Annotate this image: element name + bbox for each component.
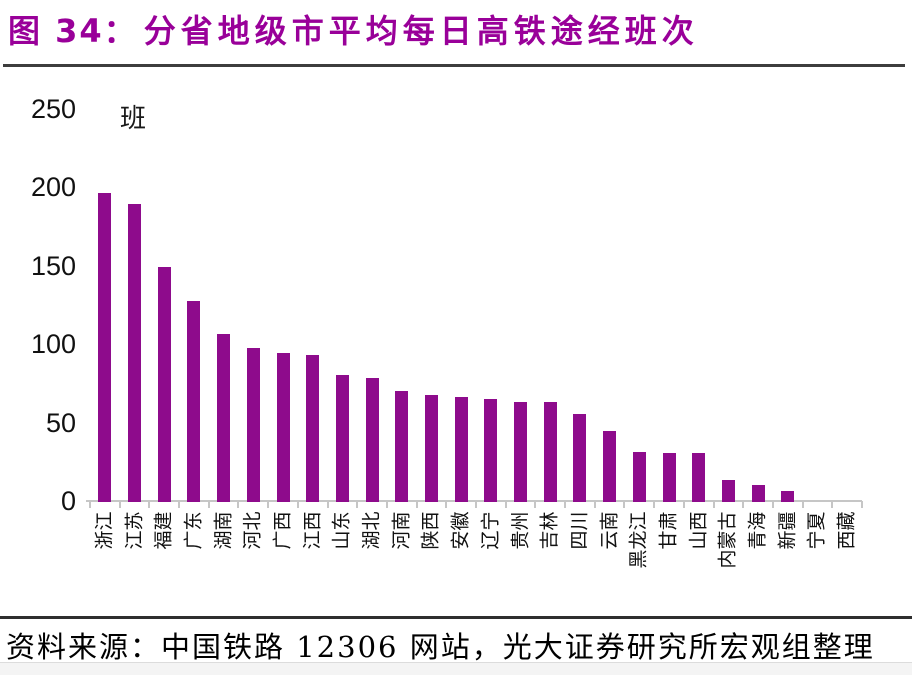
figure-number: 图 34： (8, 12, 138, 50)
x-axis-label-吉林: 吉林 (539, 511, 561, 550)
x-axis-tick (385, 501, 388, 508)
x-axis-tick (356, 501, 359, 508)
y-axis-tick-label: 50 (45, 407, 76, 438)
x-axis-tick (475, 501, 477, 508)
y-axis-tick-label: 250 (30, 94, 76, 124)
bar-chart: 班 0 50 100 150 200 250 浙江 江苏 福建 广东 湖南 河北 广西 江西 山东 湖北 河南… (0, 70, 912, 615)
x-axis-tick (267, 501, 270, 508)
bar-山东 (335, 374, 349, 502)
x-axis-tick (237, 501, 240, 508)
bar-云南 (603, 431, 617, 502)
bar-湖北 (365, 378, 379, 502)
x-axis-tick (682, 501, 685, 508)
x-axis-tick (831, 501, 834, 508)
x-axis-label-河南: 河南 (391, 511, 413, 550)
x-axis-label-山西: 山西 (688, 511, 710, 550)
x-axis-label-辽宁: 辽宁 (480, 511, 502, 550)
x-axis-tick (593, 501, 596, 508)
x-axis-line (86, 500, 862, 502)
x-axis-tick (534, 501, 537, 508)
x-axis-label-江苏: 江苏 (124, 511, 146, 550)
bar-广西 (276, 353, 290, 502)
y-axis-tick-label: 150 (30, 250, 76, 281)
x-axis-label-福建: 福建 (153, 511, 175, 550)
bar-江西 (306, 354, 320, 502)
x-axis-tick (801, 501, 804, 508)
bar-新疆 (781, 491, 795, 502)
bar-甘肃 (662, 453, 676, 502)
x-axis-label-广西: 广西 (272, 511, 294, 550)
x-axis-label-江西: 江西 (302, 511, 324, 550)
bar-山西 (692, 453, 706, 502)
bar-陕西 (424, 395, 438, 502)
bar-江苏 (128, 204, 142, 502)
y-axis-tick-label: 0 (60, 486, 76, 516)
x-axis-tick (653, 501, 656, 508)
bar-安徽 (454, 396, 468, 502)
x-axis-label-山东: 山东 (331, 511, 353, 550)
x-axis-label-云南: 云南 (599, 511, 621, 550)
y-axis-tick-label: 100 (30, 329, 76, 360)
bar-湖南 (217, 334, 231, 502)
x-axis-label-安徽: 安徽 (450, 511, 472, 550)
bottom-border (0, 662, 912, 675)
bar-广东 (187, 301, 201, 502)
x-axis-tick (712, 501, 715, 508)
bar-河南 (395, 390, 409, 502)
x-axis-tick (445, 501, 448, 508)
x-axis-label-青海: 青海 (747, 511, 769, 550)
bar-四川 (573, 414, 587, 502)
x-axis-tick (771, 501, 774, 508)
x-axis-tick (148, 501, 151, 508)
x-axis-label-浙江: 浙江 (94, 511, 116, 550)
x-axis-label-内蒙古: 内蒙古 (717, 511, 739, 569)
y-axis-unit-label: 班 (120, 103, 147, 133)
figure-title-text: 分省地级市平均每日高铁途经班次 (143, 12, 699, 50)
x-axis-tick (89, 501, 91, 508)
x-axis-tick (415, 501, 418, 508)
bar-黑龙江 (632, 451, 646, 502)
bar-辽宁 (484, 398, 498, 502)
bar-福建 (157, 266, 171, 502)
bar-吉林 (543, 401, 557, 502)
x-axis-label-甘肃: 甘肃 (658, 511, 680, 550)
x-axis-tick (296, 501, 299, 508)
bar-贵州 (514, 401, 528, 502)
x-axis-label-湖北: 湖北 (361, 511, 383, 550)
x-axis-label-宁夏: 宁夏 (806, 511, 828, 550)
bar-河北 (246, 348, 260, 502)
x-axis-tick (623, 501, 626, 508)
x-axis-tick (861, 501, 863, 508)
x-axis-tick (326, 501, 329, 508)
source-note: 资料来源：中国铁路 12306 网站，光大证券研究所宏观组整理 (6, 630, 875, 664)
x-axis-label-河北: 河北 (242, 511, 264, 550)
x-axis-label-陕西: 陕西 (420, 511, 442, 550)
x-axis-label-黑龙江: 黑龙江 (628, 511, 650, 569)
x-axis-tick (207, 501, 210, 508)
x-axis-label-四川: 四川 (569, 511, 591, 550)
x-axis-tick (504, 501, 507, 508)
x-axis-label-西藏: 西藏 (836, 511, 858, 550)
x-axis-label-新疆: 新疆 (777, 511, 799, 550)
bar-青海 (751, 484, 765, 502)
x-axis-tick (118, 501, 121, 508)
x-axis-tick (564, 501, 567, 508)
x-axis-label-贵州: 贵州 (510, 511, 532, 550)
y-axis-tick-label: 200 (30, 172, 76, 203)
x-axis-tick (178, 501, 181, 508)
bar-内蒙古 (721, 480, 735, 502)
x-axis-label-广东: 广东 (183, 511, 205, 550)
figure-title: 图 34： 分省地级市平均每日高铁途经班次 (8, 6, 699, 52)
title-divider (3, 64, 905, 67)
x-axis-tick (742, 501, 745, 508)
footer-divider (0, 616, 912, 619)
x-axis-label-湖南: 湖南 (213, 511, 235, 550)
bar-浙江 (98, 193, 112, 502)
